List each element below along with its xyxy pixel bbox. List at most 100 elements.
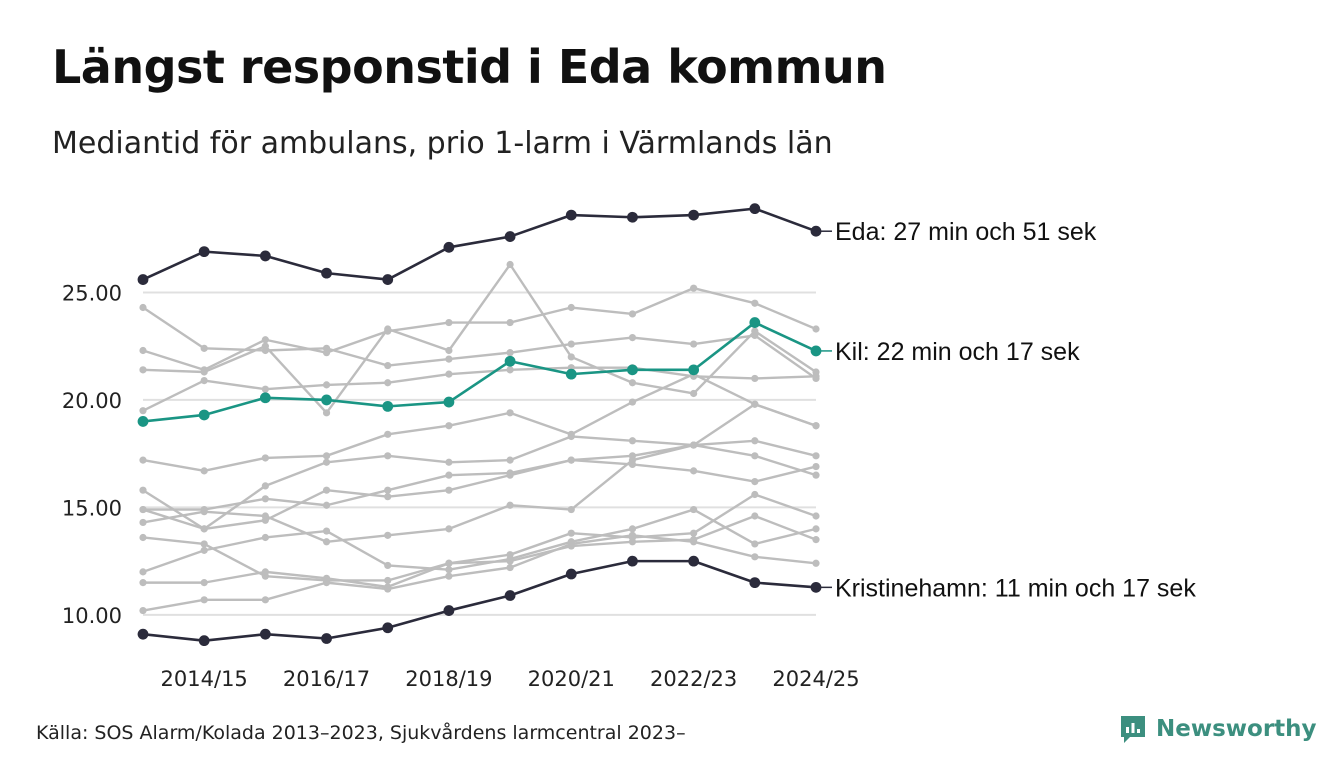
data-point xyxy=(259,628,271,640)
data-point xyxy=(504,590,516,601)
data-point xyxy=(506,318,514,327)
data-point xyxy=(751,553,759,561)
data-point xyxy=(200,508,208,516)
data-point xyxy=(445,471,453,479)
series-line xyxy=(142,263,817,415)
data-point xyxy=(200,596,208,604)
data-point xyxy=(382,622,394,634)
newsworthy-logo-text: Newsworthy xyxy=(1156,716,1317,742)
series-line xyxy=(143,443,817,511)
data-point xyxy=(321,267,332,279)
series-kommun-f xyxy=(139,432,820,533)
series-kristinehamn: Kristinehamn: 11 min och 17 sek xyxy=(137,555,1196,647)
data-point xyxy=(628,525,637,533)
data-point xyxy=(384,452,392,460)
data-point xyxy=(812,559,820,567)
data-point xyxy=(690,340,698,348)
data-point xyxy=(200,376,208,385)
data-point xyxy=(321,633,332,644)
data-point xyxy=(504,231,516,242)
y-tick-label: 15.00 xyxy=(62,496,122,520)
data-point xyxy=(628,398,637,406)
data-point xyxy=(504,355,516,367)
series-kommun-i xyxy=(139,400,820,546)
y-tick-label: 10.00 xyxy=(62,604,122,628)
data-point xyxy=(139,579,147,587)
data-point xyxy=(628,310,637,318)
data-point xyxy=(445,422,453,430)
data-point xyxy=(261,454,269,462)
series-end-label: Kil: 22 min och 17 sek xyxy=(835,338,1080,366)
series-line xyxy=(142,321,817,423)
x-tick-label: 2016/17 xyxy=(283,667,370,691)
data-point xyxy=(261,568,269,576)
data-point xyxy=(690,467,698,475)
data-point xyxy=(259,392,271,404)
data-point xyxy=(139,518,147,527)
data-point xyxy=(627,364,638,376)
data-point xyxy=(628,531,637,539)
data-point xyxy=(261,336,269,344)
data-point xyxy=(139,407,147,415)
data-point xyxy=(751,540,759,548)
x-tick-label: 2024/25 xyxy=(772,667,859,691)
y-tick-label: 25.00 xyxy=(62,281,122,305)
data-point xyxy=(139,505,147,514)
series-kil: Kil: 22 min och 17 sek xyxy=(137,317,1080,427)
data-point xyxy=(200,525,208,533)
data-point xyxy=(565,209,577,221)
data-point xyxy=(627,555,638,567)
series-end-label: Kristinehamn: 11 min och 17 sek xyxy=(835,574,1196,602)
data-point xyxy=(139,568,147,576)
series-line xyxy=(143,514,817,589)
data-point xyxy=(628,538,637,546)
data-point xyxy=(322,409,331,417)
data-point xyxy=(384,486,392,494)
series-line xyxy=(142,286,817,372)
series-line xyxy=(142,372,817,473)
data-point xyxy=(445,318,453,327)
data-point xyxy=(812,536,820,544)
series-line xyxy=(142,458,817,531)
data-point xyxy=(261,512,269,520)
data-point xyxy=(812,471,820,479)
data-point xyxy=(261,482,269,490)
data-point xyxy=(812,452,820,460)
data-point xyxy=(261,495,269,503)
data-point xyxy=(322,349,331,357)
data-point xyxy=(567,540,575,548)
data-point xyxy=(812,325,820,333)
data-point xyxy=(567,432,575,441)
data-point xyxy=(565,368,577,380)
chart-subtitle: Mediantid för ambulans, prio 1-larm i Vä… xyxy=(52,126,833,161)
data-point xyxy=(506,563,514,572)
data-point xyxy=(627,211,638,223)
data-point xyxy=(751,400,759,408)
data-point xyxy=(322,538,331,546)
data-point xyxy=(322,486,331,494)
data-point xyxy=(751,478,759,486)
data-point xyxy=(443,605,455,616)
data-point xyxy=(690,389,698,398)
data-point xyxy=(200,579,208,587)
data-point xyxy=(567,456,575,464)
data-point xyxy=(382,400,394,412)
data-point xyxy=(445,486,453,494)
data-point xyxy=(506,366,514,374)
data-point xyxy=(751,437,759,445)
data-point xyxy=(506,349,514,357)
data-point xyxy=(690,505,698,514)
data-point xyxy=(688,555,700,567)
data-point xyxy=(688,209,700,221)
chart-title: Längst responstid i Eda kommun xyxy=(52,40,887,94)
data-point xyxy=(139,533,147,542)
series-line xyxy=(142,534,817,612)
data-point xyxy=(567,340,575,348)
series-kommun-b xyxy=(139,284,820,374)
background-series xyxy=(139,260,820,615)
data-point xyxy=(567,505,575,514)
x-tick-label: 2020/21 xyxy=(528,667,615,691)
series-line xyxy=(142,366,817,412)
data-point xyxy=(139,366,147,374)
x-tick-label: 2014/15 xyxy=(161,667,248,691)
